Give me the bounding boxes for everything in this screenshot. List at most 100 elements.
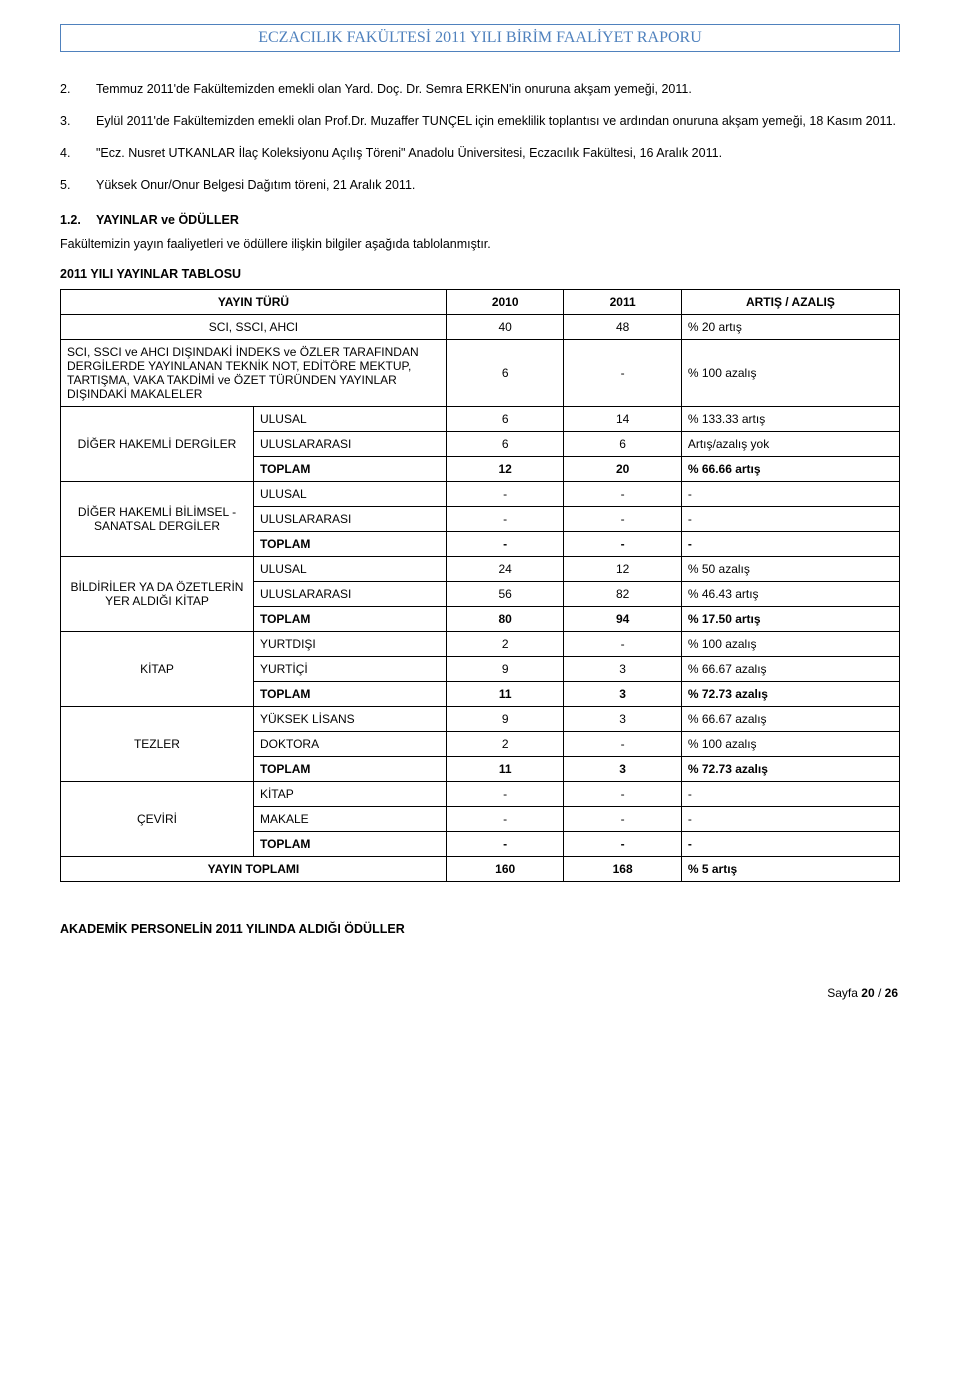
cell-2011: - (564, 631, 681, 656)
col-header: YAYIN TÜRÜ (61, 289, 447, 314)
table-title: 2011 YILI YAYINLAR TABLOSU (60, 267, 900, 281)
row-category: DİĞER HAKEMLİ BİLİMSEL - SANATSAL DERGİL… (61, 481, 254, 556)
table-row: DİĞER HAKEMLİ DERGİLERULUSAL614% 133.33 … (61, 406, 900, 431)
cell-2010: 6 (446, 406, 563, 431)
cell-2010: 12 (446, 456, 563, 481)
row-category: BİLDİRİLER YA DA ÖZETLERİN YER ALDIĞI Kİ… (61, 556, 254, 631)
row-category: SCI, SSCI ve AHCI DIŞINDAKİ İNDEKS ve ÖZ… (61, 339, 447, 406)
cell-2011: - (564, 831, 681, 856)
list-item-number: 2. (60, 80, 96, 98)
row-subtype: ULUSLARARASI (253, 431, 446, 456)
table-row: DİĞER HAKEMLİ BİLİMSEL - SANATSAL DERGİL… (61, 481, 900, 506)
cell-2011: - (564, 506, 681, 531)
cell-2010: 160 (446, 856, 563, 881)
header-bar: ECZACILIK FAKÜLTESİ 2011 YILI BİRİM FAAL… (60, 24, 900, 52)
cell-change: - (681, 831, 899, 856)
table-row: BİLDİRİLER YA DA ÖZETLERİN YER ALDIĞI Kİ… (61, 556, 900, 581)
list-item-number: 4. (60, 144, 96, 162)
row-subtype: YURTDIŞI (253, 631, 446, 656)
cell-2010: 6 (446, 339, 563, 406)
cell-2011: 168 (564, 856, 681, 881)
cell-2011: - (564, 339, 681, 406)
page: ECZACILIK FAKÜLTESİ 2011 YILI BİRİM FAAL… (0, 0, 960, 1040)
list-item-number: 5. (60, 176, 96, 194)
row-category: ÇEVİRİ (61, 781, 254, 856)
cell-2010: 9 (446, 706, 563, 731)
footer-label: Sayfa (827, 986, 861, 1000)
table-header-row: YAYIN TÜRÜ20102011ARTIŞ / AZALIŞ (61, 289, 900, 314)
row-subtype: DOKTORA (253, 731, 446, 756)
cell-change: % 46.43 artış (681, 581, 899, 606)
list-item-text: Temmuz 2011'de Fakültemizden emekli olan… (96, 80, 900, 98)
cell-2010: 6 (446, 431, 563, 456)
header-title: ECZACILIK FAKÜLTESİ 2011 YILI BİRİM FAAL… (69, 29, 891, 47)
cell-change: % 133.33 artış (681, 406, 899, 431)
cell-2010: 2 (446, 631, 563, 656)
cell-change: % 100 azalış (681, 731, 899, 756)
list-item: 4."Ecz. Nusret UTKANLAR İlaç Koleksiyonu… (60, 144, 900, 162)
table-row: SCI, SSCI, AHCI4048% 20 artış (61, 314, 900, 339)
cell-change: % 100 azalış (681, 339, 899, 406)
list-item: 3.Eylül 2011'de Fakültemizden emekli ola… (60, 112, 900, 130)
row-subtype: TOPLAM (253, 606, 446, 631)
cell-change: % 66.67 azalış (681, 656, 899, 681)
cell-2010: 24 (446, 556, 563, 581)
numbered-list: 2.Temmuz 2011'de Fakültemizden emekli ol… (60, 80, 900, 195)
cell-change: % 17.50 artış (681, 606, 899, 631)
list-item-number: 3. (60, 112, 96, 130)
row-subtype: TOPLAM (253, 756, 446, 781)
footer-sep: / (875, 986, 885, 1000)
cell-2010: - (446, 806, 563, 831)
table-row: YAYIN TOPLAMI160168% 5 artış (61, 856, 900, 881)
cell-2010: 40 (446, 314, 563, 339)
row-subtype: KİTAP (253, 781, 446, 806)
cell-2010: - (446, 781, 563, 806)
page-footer: Sayfa 20 / 26 (60, 986, 900, 1000)
cell-2011: 3 (564, 681, 681, 706)
cell-2011: - (564, 781, 681, 806)
cell-2011: 3 (564, 656, 681, 681)
cell-2011: 94 (564, 606, 681, 631)
row-subtype: TOPLAM (253, 681, 446, 706)
cell-2010: 2 (446, 731, 563, 756)
cell-2011: 12 (564, 556, 681, 581)
cell-change: Artış/azalış yok (681, 431, 899, 456)
list-item-text: "Ecz. Nusret UTKANLAR İlaç Koleksiyonu A… (96, 144, 900, 162)
row-subtype: ULUSAL (253, 556, 446, 581)
cell-2011: 14 (564, 406, 681, 431)
cell-change: - (681, 781, 899, 806)
cell-2010: 80 (446, 606, 563, 631)
col-header: 2011 (564, 289, 681, 314)
row-subtype: YURTİÇİ (253, 656, 446, 681)
row-subtype: MAKALE (253, 806, 446, 831)
section-title: YAYINLAR ve ÖDÜLLER (96, 213, 239, 227)
row-subtype: ULUSLARARASI (253, 506, 446, 531)
table-row: KİTAPYURTDIŞI2-% 100 azalış (61, 631, 900, 656)
cell-2011: - (564, 531, 681, 556)
list-item-text: Eylül 2011'de Fakültemizden emekli olan … (96, 112, 900, 130)
row-subtype: TOPLAM (253, 456, 446, 481)
table-row: ÇEVİRİKİTAP--- (61, 781, 900, 806)
cell-2010: 9 (446, 656, 563, 681)
cell-change: % 72.73 azalış (681, 756, 899, 781)
cell-2011: - (564, 731, 681, 756)
row-subtype: TOPLAM (253, 831, 446, 856)
list-item-text: Yüksek Onur/Onur Belgesi Dağıtım töreni,… (96, 176, 900, 194)
cell-2010: - (446, 831, 563, 856)
cell-change: % 5 artış (681, 856, 899, 881)
cell-2010: 11 (446, 681, 563, 706)
section-heading: 1.2.YAYINLAR ve ÖDÜLLER (60, 213, 900, 227)
cell-2011: 3 (564, 756, 681, 781)
table-row: SCI, SSCI ve AHCI DIŞINDAKİ İNDEKS ve ÖZ… (61, 339, 900, 406)
cell-change: - (681, 506, 899, 531)
cell-change: - (681, 531, 899, 556)
list-item: 2.Temmuz 2011'de Fakültemizden emekli ol… (60, 80, 900, 98)
col-header: 2010 (446, 289, 563, 314)
row-subtype: TOPLAM (253, 531, 446, 556)
cell-change: % 100 azalış (681, 631, 899, 656)
row-subtype: YÜKSEK LİSANS (253, 706, 446, 731)
cell-2011: - (564, 481, 681, 506)
section-paragraph: Fakültemizin yayın faaliyetleri ve ödüll… (60, 235, 900, 253)
list-item: 5.Yüksek Onur/Onur Belgesi Dağıtım tören… (60, 176, 900, 194)
cell-2011: 3 (564, 706, 681, 731)
